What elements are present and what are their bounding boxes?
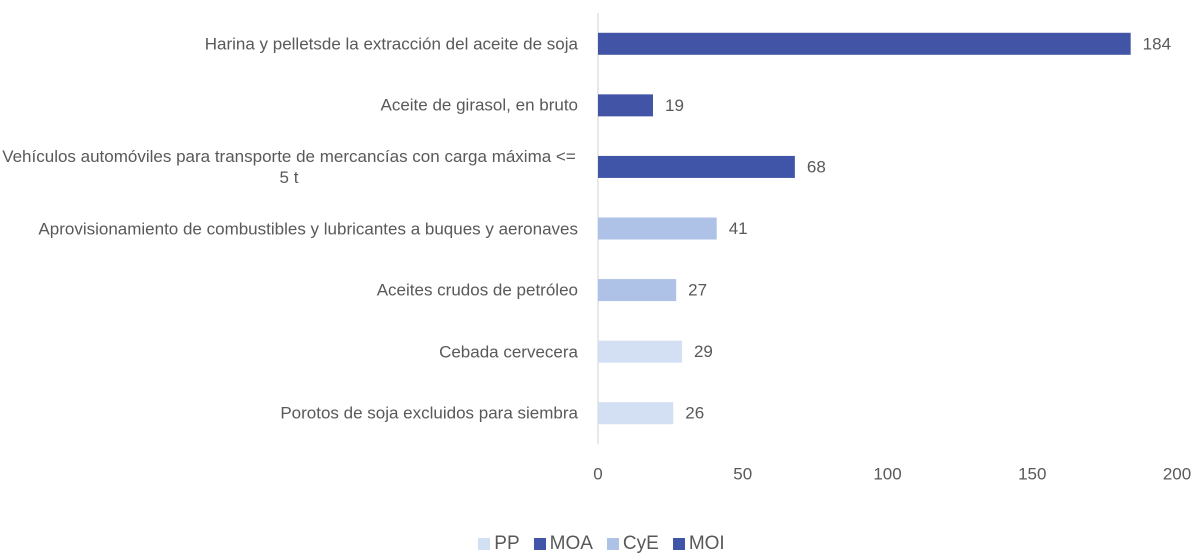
bar bbox=[598, 279, 677, 302]
data-label: 19 bbox=[665, 96, 684, 115]
y-tick-label: Aceites crudos de petróleo bbox=[376, 280, 578, 300]
x-tick-label: 50 bbox=[733, 464, 752, 483]
bar bbox=[598, 340, 682, 363]
legend-item: CyE bbox=[606, 533, 659, 555]
y-tick-label: Aceite de girasol, en bruto bbox=[380, 95, 578, 115]
data-label: 29 bbox=[694, 342, 713, 361]
legend-swatch bbox=[606, 538, 619, 550]
data-label: 184 bbox=[1143, 34, 1171, 53]
y-tick-label: Harina y pelletsde la extracción del ace… bbox=[204, 34, 578, 54]
bar bbox=[598, 155, 795, 178]
bar bbox=[598, 94, 654, 117]
y-tick-label: Aprovisionamiento de combustibles y lubr… bbox=[38, 219, 578, 238]
legend-label: MOI bbox=[688, 533, 725, 554]
x-tick-label: 100 bbox=[873, 464, 901, 483]
y-tick-label: Vehículos automóviles para transporte de… bbox=[2, 146, 576, 187]
y-tick-label: Porotos de soja excluidos para siembra bbox=[280, 403, 578, 423]
legend: PP MOA CyE MOI bbox=[0, 533, 1203, 555]
data-label: 68 bbox=[807, 157, 826, 176]
x-tick-label: 0 bbox=[593, 464, 602, 483]
legend-swatch bbox=[672, 538, 685, 550]
legend-item: MOI bbox=[672, 533, 725, 555]
x-tick-label: 150 bbox=[1018, 464, 1046, 483]
data-label: 26 bbox=[685, 404, 704, 423]
legend-label: CyE bbox=[622, 533, 659, 554]
x-tick-label: 200 bbox=[1163, 464, 1191, 483]
bar bbox=[598, 217, 717, 240]
legend-item: PP bbox=[478, 533, 520, 555]
bar bbox=[598, 32, 1131, 55]
data-label: 27 bbox=[688, 281, 707, 300]
data-label: 41 bbox=[729, 219, 748, 238]
legend-swatch bbox=[533, 538, 546, 550]
legend-swatch bbox=[478, 538, 491, 550]
bar bbox=[598, 402, 674, 425]
legend-label: PP bbox=[494, 533, 520, 554]
legend-label: MOA bbox=[549, 533, 593, 554]
legend-item: MOA bbox=[533, 533, 593, 555]
y-tick-label: Cebada cervecera bbox=[439, 342, 578, 362]
